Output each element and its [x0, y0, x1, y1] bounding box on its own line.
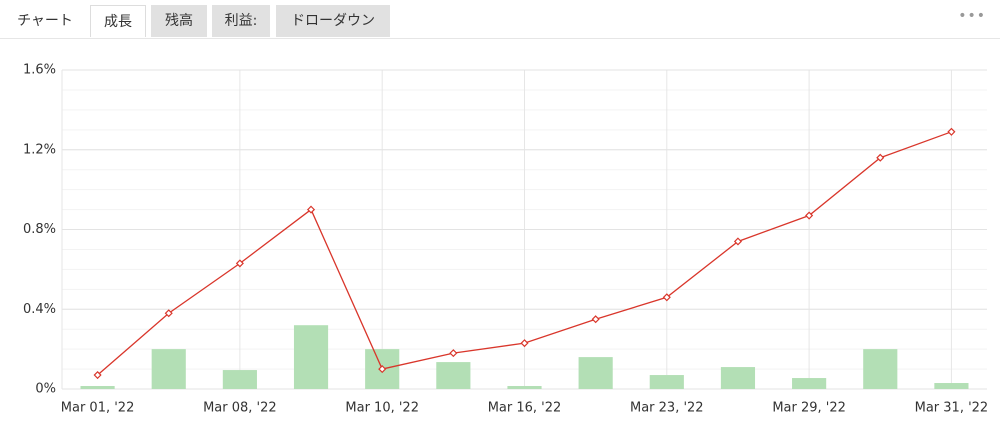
bar [934, 383, 969, 389]
point [876, 153, 885, 162]
bar [151, 349, 186, 389]
tab[interactable]: チャート [17, 13, 73, 29]
x-tick-label: Mar 31, '22 [915, 401, 989, 416]
point [733, 237, 743, 246]
bar [792, 378, 827, 389]
x-tick-label: Mar 16, '22 [488, 401, 562, 416]
point [449, 349, 458, 358]
point [662, 293, 671, 302]
x-tick-label: Mar 29, '22 [772, 401, 846, 416]
tab[interactable]: ドローダウン [276, 5, 390, 37]
bar [507, 386, 542, 389]
x-tick-label: Mar 23, '22 [630, 401, 704, 416]
bar [436, 362, 471, 389]
point [235, 259, 244, 268]
bar [293, 325, 329, 389]
x-tick-label: Mar 08, '22 [203, 401, 277, 416]
bar [80, 386, 115, 389]
point [947, 127, 956, 136]
y-tick-label: 0.4% [23, 302, 56, 317]
point [520, 339, 529, 348]
tab[interactable]: 利益: [212, 5, 270, 37]
bar [222, 370, 257, 389]
y-tick-label: 0% [35, 382, 56, 397]
y-tick-label: 1.6% [23, 63, 56, 78]
point [164, 309, 173, 318]
tab[interactable]: 残高 [151, 5, 207, 37]
bar [720, 367, 756, 389]
point [378, 365, 387, 374]
point [805, 211, 814, 220]
bar [863, 349, 898, 389]
bar [649, 375, 684, 389]
point [93, 370, 102, 380]
point [306, 205, 316, 214]
point [591, 315, 600, 324]
x-tick-label: Mar 01, '22 [61, 401, 135, 416]
tab-bar: チャート 成長 残高 利益: ドローダウン ••• [0, 0, 1000, 39]
tab[interactable]: 成長 [90, 5, 146, 37]
menu-button[interactable]: ••• [958, 8, 986, 24]
y-tick-label: 0.8% [23, 222, 56, 237]
bar [578, 357, 613, 389]
y-tick-label: 1.2% [23, 142, 56, 157]
x-tick-label: Mar 10, '22 [345, 401, 419, 416]
